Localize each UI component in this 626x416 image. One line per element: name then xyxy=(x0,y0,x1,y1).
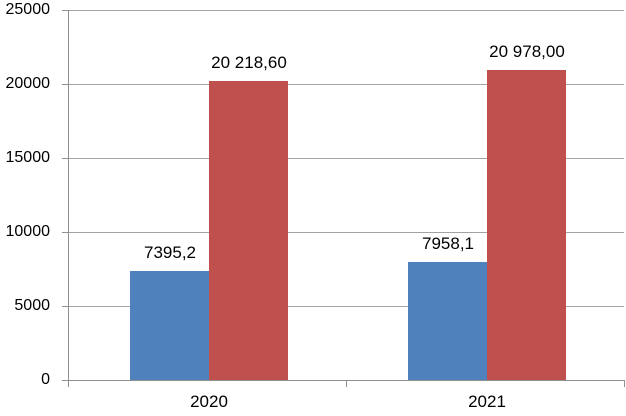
y-tick-label: 15000 xyxy=(5,149,51,166)
x-tick-mark xyxy=(624,381,625,387)
y-tick-label: 5000 xyxy=(14,297,50,314)
y-tick-mark xyxy=(62,158,68,159)
gridline xyxy=(68,158,624,159)
gridline xyxy=(68,232,624,233)
bar-2020-series-1-blue xyxy=(130,271,209,380)
y-tick-mark xyxy=(62,380,68,381)
data-label-2020-series-2-red: 20 218,60 xyxy=(211,53,287,72)
y-axis-line xyxy=(68,10,69,380)
y-tick-label: 10000 xyxy=(5,223,51,240)
gridline xyxy=(68,84,624,85)
y-tick-mark xyxy=(62,232,68,233)
bar-2021-series-2-red xyxy=(487,70,566,380)
x-category-label: 2020 xyxy=(190,392,228,411)
y-tick-label: 20000 xyxy=(5,75,51,92)
y-tick-mark xyxy=(62,84,68,85)
y-tick-label: 25000 xyxy=(5,1,51,18)
gridline xyxy=(68,306,624,307)
x-category-label: 2021 xyxy=(468,392,506,411)
x-tick-mark xyxy=(68,381,69,387)
y-tick-mark xyxy=(62,10,68,11)
y-tick-label: 0 xyxy=(41,371,50,388)
x-tick-mark xyxy=(346,381,347,387)
x-axis-line xyxy=(68,380,625,381)
gridline xyxy=(68,10,624,11)
data-label-2021-series-1-blue: 7958,1 xyxy=(422,234,474,253)
data-label-2020-series-1-blue: 7395,2 xyxy=(144,243,196,262)
bar-2020-series-2-red xyxy=(209,81,288,380)
data-label-2021-series-2-red: 20 978,00 xyxy=(489,42,565,61)
bar-2021-series-1-blue xyxy=(408,262,487,380)
y-tick-mark xyxy=(62,306,68,307)
